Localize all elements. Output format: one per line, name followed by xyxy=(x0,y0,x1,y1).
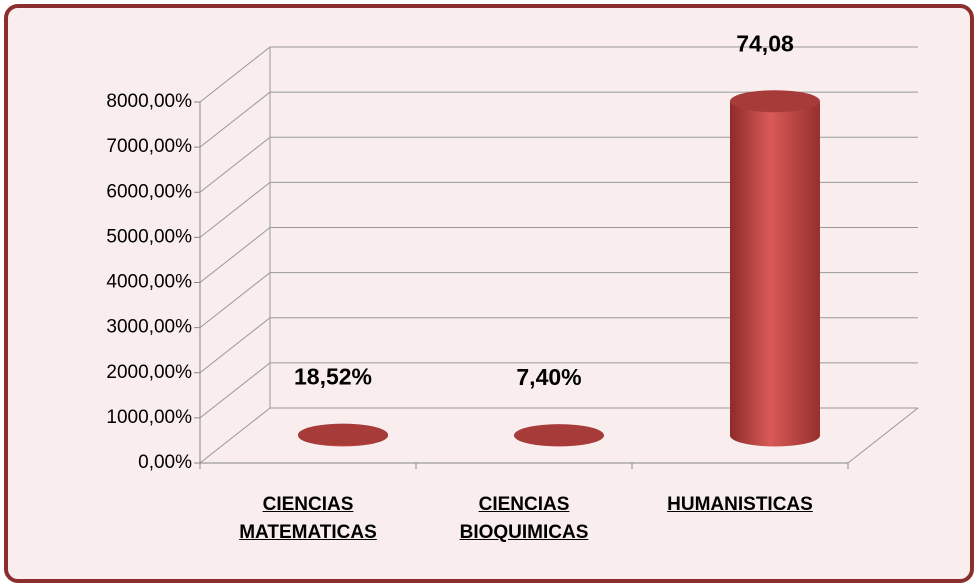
y-tick-label: 3000,00% xyxy=(106,317,192,338)
y-tick-label: 4000,00% xyxy=(106,272,192,293)
grid-line xyxy=(199,46,918,103)
bar-part xyxy=(730,90,820,113)
grid-line xyxy=(199,362,918,419)
grid-line xyxy=(199,407,918,464)
value-label: 18,52% xyxy=(294,364,372,390)
y-tick-label: 7000,00% xyxy=(106,136,192,157)
value-label: 74,08 xyxy=(736,30,794,56)
bar-part xyxy=(730,101,820,447)
y-tick-label: 5000,00% xyxy=(106,226,192,247)
grid-line xyxy=(199,91,918,148)
y-tick-label: 0,00% xyxy=(138,452,192,473)
y-tick-label: 2000,00% xyxy=(106,362,192,383)
x-tick-label: CIENCIAS BIOQUIMICAS xyxy=(459,494,589,543)
bar-part xyxy=(298,423,388,446)
floor-edge xyxy=(847,407,919,464)
grid-line xyxy=(199,227,918,283)
grid-line xyxy=(199,181,918,238)
bar-part xyxy=(514,424,604,447)
x-tick-label: HUMANISTICAS xyxy=(667,494,813,515)
y-tick-label: 1000,00% xyxy=(106,407,192,428)
grid-line xyxy=(199,317,918,374)
x-tick-label: CIENCIAS MATEMATICAS xyxy=(239,494,377,543)
bar xyxy=(730,90,820,447)
bar xyxy=(514,424,604,447)
bar xyxy=(298,423,388,447)
y-tick-label: 8000,00% xyxy=(106,91,192,112)
y-tick-label: 6000,00% xyxy=(106,181,192,202)
grid-line xyxy=(199,136,918,193)
grid-line xyxy=(199,272,918,329)
value-label: 7,40% xyxy=(516,364,581,390)
